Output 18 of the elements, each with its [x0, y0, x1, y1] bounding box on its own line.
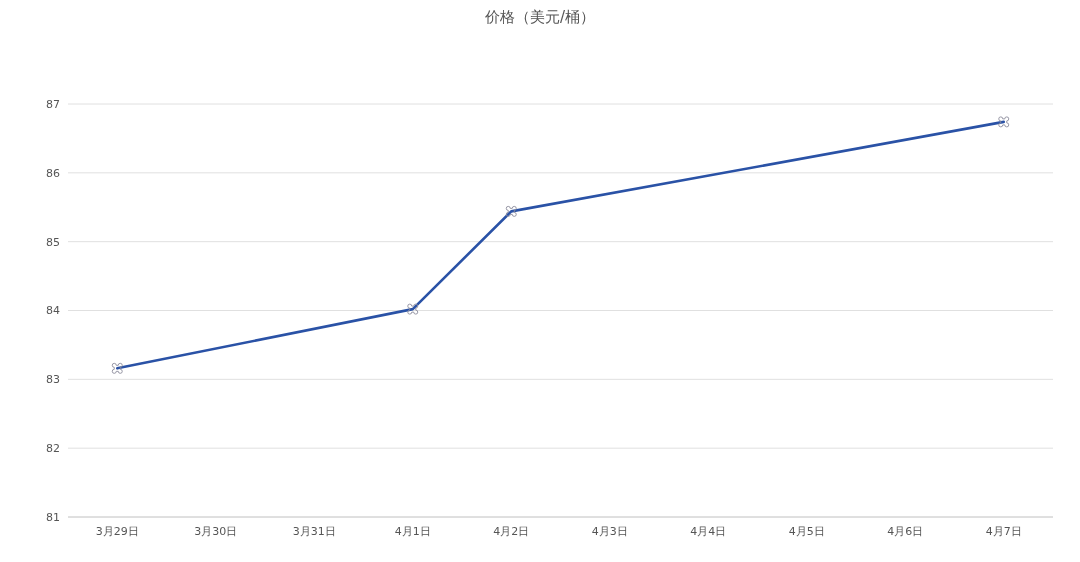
x-tick-label: 4月6日 [887, 525, 924, 538]
x-tick-label: 3月31日 [292, 525, 336, 538]
x-tick-label: 3月29日 [95, 525, 139, 538]
x-tick-label: 4月7日 [985, 525, 1022, 538]
y-tick-label: 83 [46, 373, 60, 387]
x-tick-label: 4月4日 [690, 525, 727, 538]
x-tick-label: 3月30日 [194, 525, 238, 538]
x-tick-label: 4月5日 [788, 525, 825, 538]
y-tick-label: 81 [46, 510, 60, 524]
y-tick-label: 87 [46, 97, 60, 111]
y-tick-label: 86 [46, 166, 60, 180]
x-tick-label: 4月3日 [591, 525, 628, 538]
y-tick-label: 84 [46, 304, 60, 318]
x-tick-label: 4月2日 [493, 525, 530, 538]
chart-title: 价格（美元/桶） [483, 8, 596, 26]
y-tick-label: 85 [46, 235, 60, 249]
x-tick-label: 4月1日 [394, 525, 431, 538]
y-tick-label: 82 [46, 442, 60, 456]
